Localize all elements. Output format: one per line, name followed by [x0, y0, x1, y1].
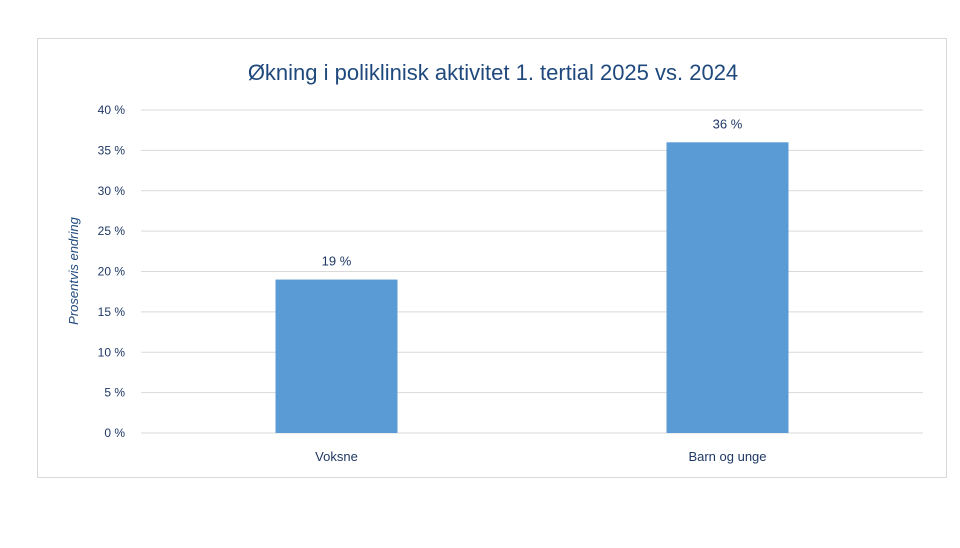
chart-title: Økning i poliklinisk aktivitet 1. tertia…: [248, 60, 738, 85]
y-tick-label: 25 %: [98, 224, 126, 238]
bar: [666, 142, 789, 434]
y-tick-labels: 0 % 5 % 10 % 15 % 20 % 25 % 30 % 35 % 40 %: [98, 103, 126, 440]
y-tick-label: 15 %: [98, 305, 126, 319]
data-label: 36 %: [713, 116, 743, 131]
y-axis-label: Prosentvis endring: [66, 216, 81, 324]
y-tick-label: 30 %: [98, 184, 126, 198]
y-tick-label: 0 %: [104, 426, 125, 440]
data-labels: 19 % 36 %: [322, 116, 743, 268]
x-tick-labels: Voksne Barn og unge: [315, 449, 766, 464]
x-tick-label: Barn og unge: [688, 449, 766, 464]
bar: [275, 279, 398, 433]
y-tick-label: 35 %: [98, 143, 126, 157]
bars: [275, 142, 789, 434]
y-tick-label: 40 %: [98, 103, 126, 117]
y-tick-label: 10 %: [98, 345, 126, 359]
chart-frame: [37, 38, 947, 478]
data-label: 19 %: [322, 254, 352, 269]
gridlines: [141, 109, 923, 434]
y-tick-label: 20 %: [98, 265, 126, 279]
x-tick-label: Voksne: [315, 449, 358, 464]
y-tick-label: 5 %: [104, 386, 125, 400]
